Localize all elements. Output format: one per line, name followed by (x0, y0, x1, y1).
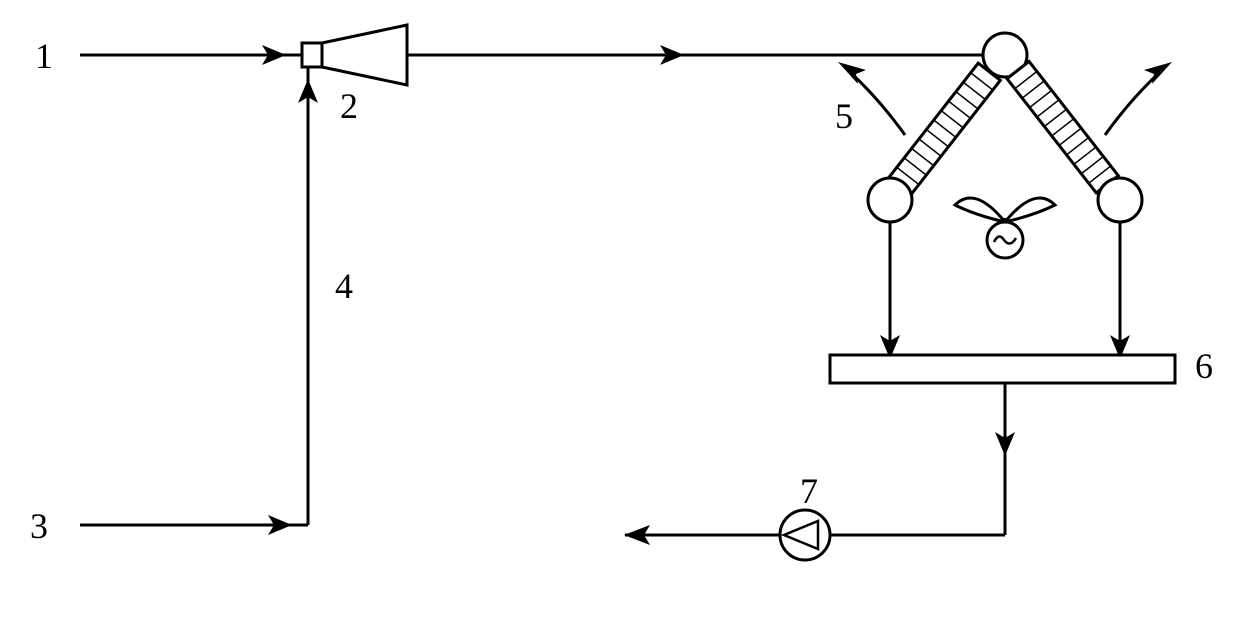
label-6: 6 (1195, 345, 1213, 387)
edge-1-compressor (80, 45, 302, 65)
edge-3-junction (80, 515, 308, 535)
tank (830, 355, 1175, 383)
edge-tank-pump (830, 383, 1015, 535)
edge-compressor-topcircle (407, 45, 983, 65)
label-2: 2 (340, 85, 358, 127)
node-left-circle (868, 178, 912, 222)
edge-leftcircle-tank (880, 222, 900, 359)
edge-pump-out (624, 525, 780, 545)
node-right-circle (1098, 178, 1142, 222)
radiator-right (1007, 61, 1118, 193)
edge-4-up (298, 67, 318, 525)
pump (780, 510, 830, 560)
label-5: 5 (835, 95, 853, 137)
fan-blades (955, 198, 1055, 222)
label-4: 4 (335, 265, 353, 307)
radiator-left (889, 63, 1000, 195)
label-3: 3 (30, 505, 48, 547)
compressor (302, 25, 407, 85)
diagram-canvas (0, 0, 1239, 630)
label-1: 1 (35, 35, 53, 77)
label-7: 7 (800, 470, 818, 512)
edge-rightcircle-tank (1110, 222, 1130, 359)
airflow-right (1105, 62, 1172, 135)
